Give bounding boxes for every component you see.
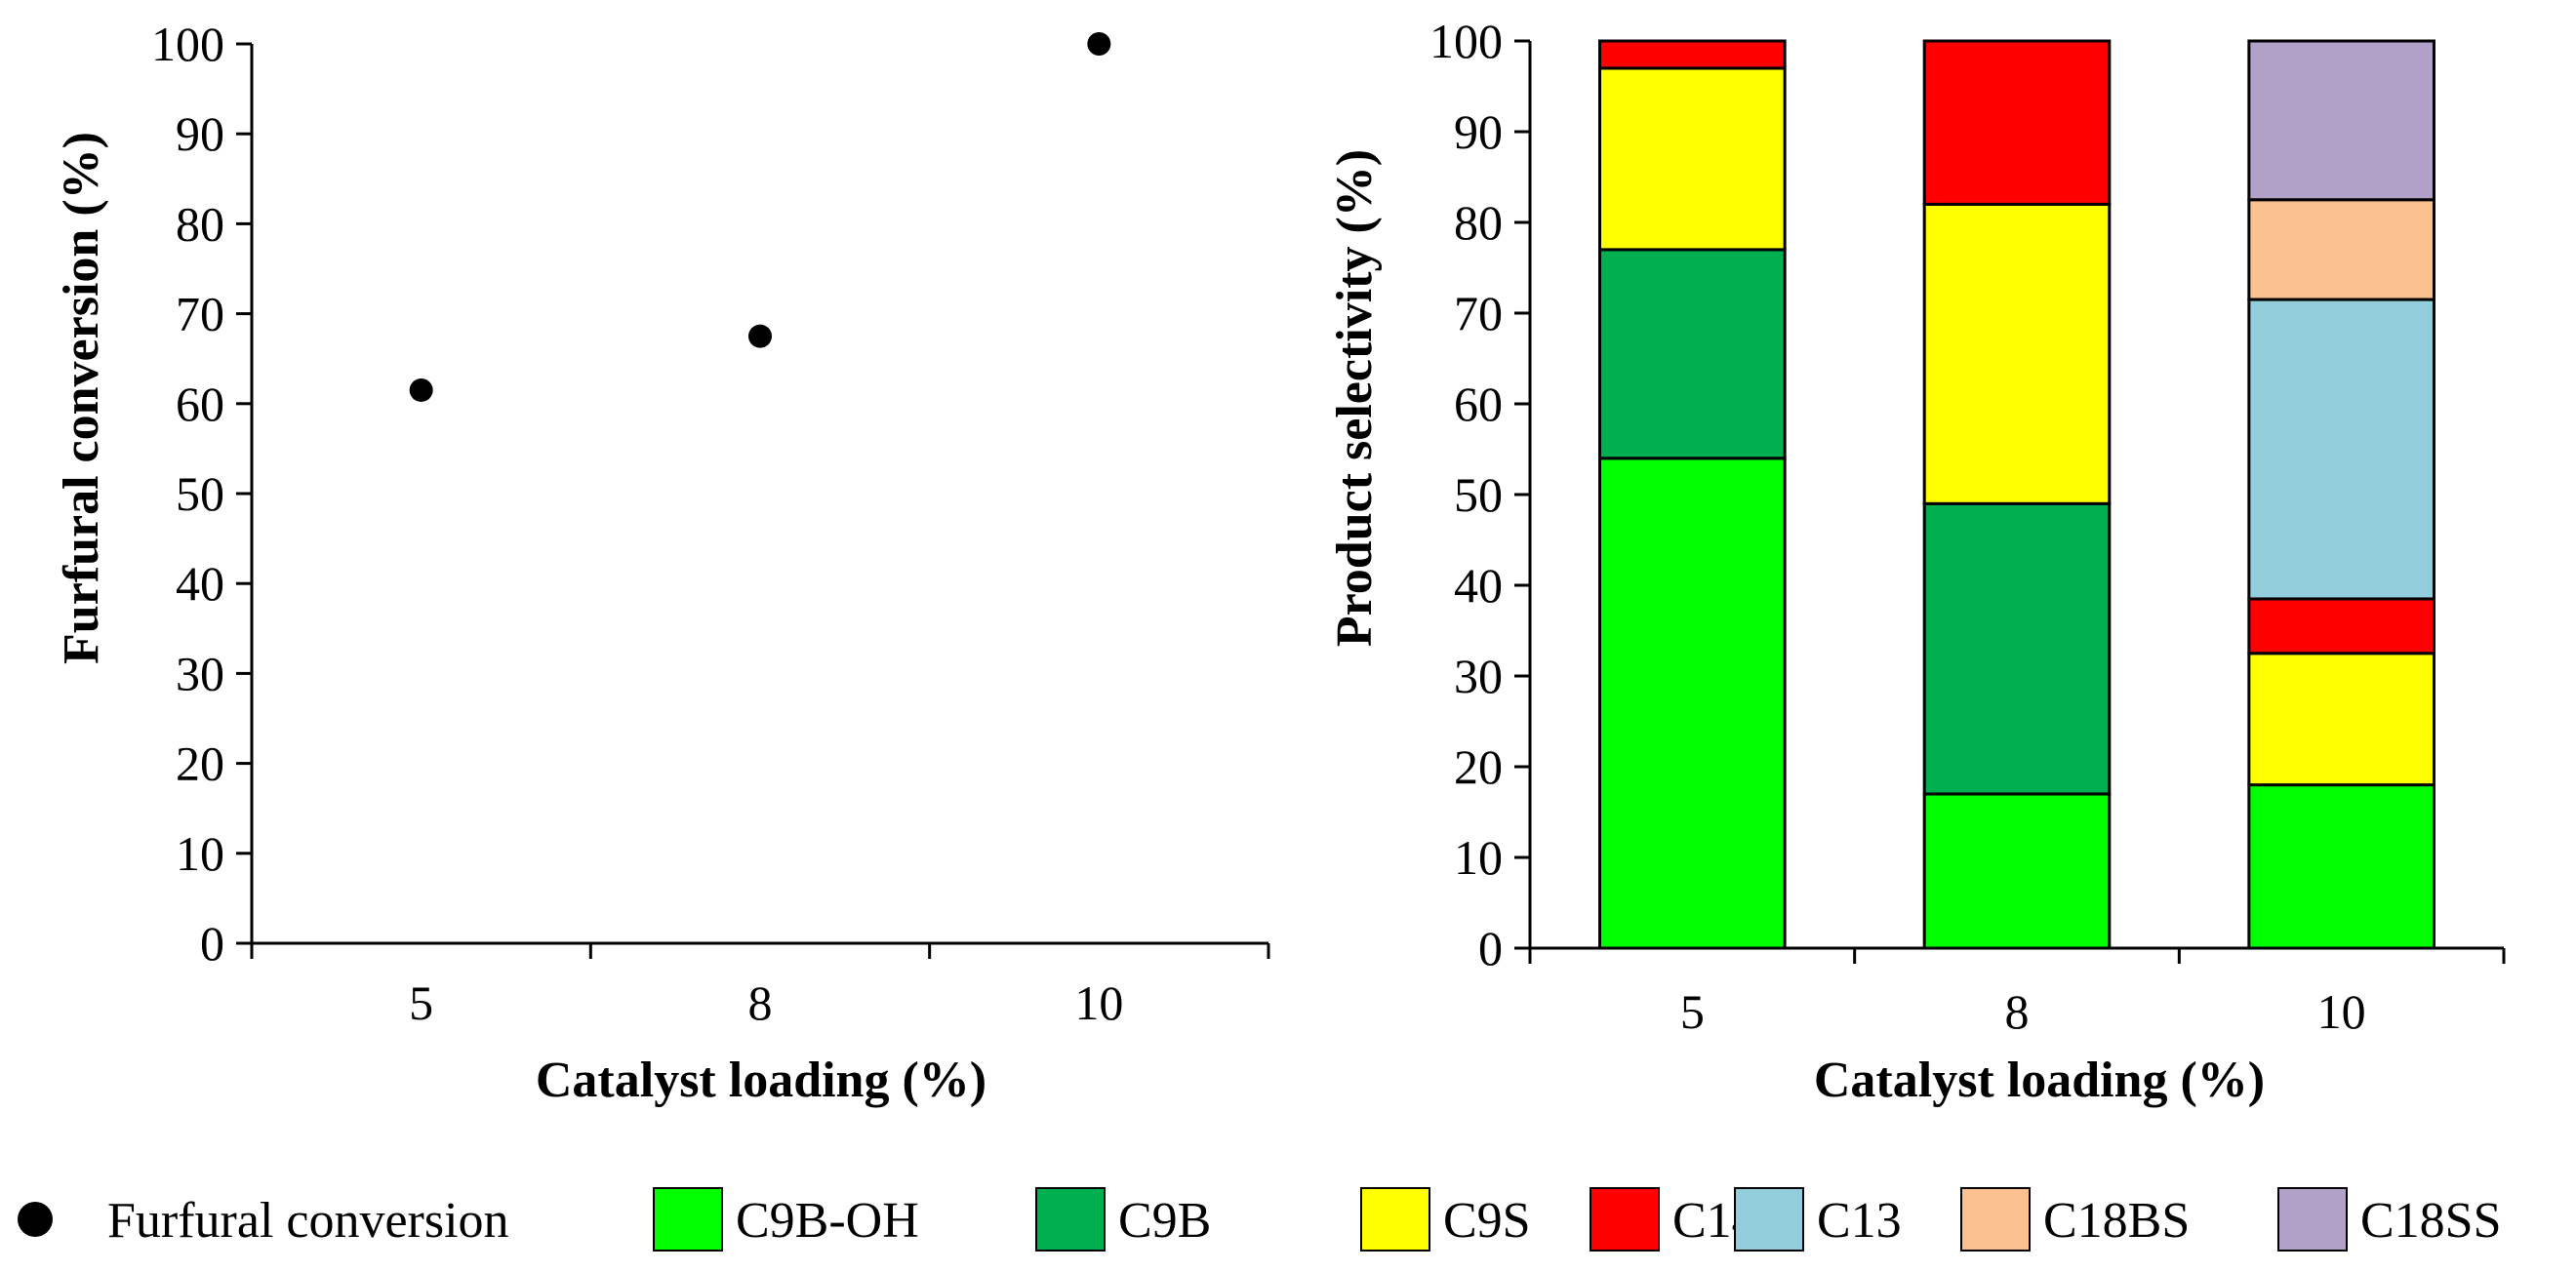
- right-x-tick-label: 5: [1680, 984, 1705, 1039]
- bar-segment-c9b-oh: [1922, 792, 2112, 950]
- legend-label: C9B: [1118, 1193, 1211, 1249]
- right-y-tick-label: 0: [1478, 921, 1503, 975]
- bar-segment-c18bs: [2247, 198, 2435, 301]
- left-y-tick-label: 100: [151, 17, 224, 71]
- right-y-tick-label: 30: [1454, 649, 1503, 703]
- right-y-tick-label: 40: [1454, 558, 1503, 613]
- right-y-tick-label: 50: [1454, 467, 1503, 522]
- bar-segment-c18ss: [2247, 39, 2435, 202]
- legend-label: C9B-OH: [736, 1193, 919, 1249]
- legend-swatch-c18ss: [2277, 1187, 2348, 1252]
- legend-label: C18SS: [2360, 1193, 2502, 1249]
- bar-segment-c9s: [1922, 202, 2112, 505]
- bar-segment-c13: [2247, 298, 2435, 601]
- legend: Furfural conversion C9B-OH C9B C9S C14 C13 C18…: [18, 1187, 2502, 1252]
- left-y-tick-label: 90: [176, 106, 224, 161]
- left-x-axis-title: Catalyst loading (%): [536, 1053, 986, 1108]
- left-y-tick-label: 60: [176, 377, 224, 431]
- left-x-tick-label: 10: [1074, 975, 1123, 1030]
- right-x-tick-label: 10: [2317, 984, 2366, 1039]
- left-y-axis-title: Furfural conversion (%): [54, 132, 109, 664]
- bar-segment-c9s: [1598, 66, 1787, 252]
- right-x-tick-label: 8: [2005, 984, 2030, 1039]
- legend-swatch-c13: [1734, 1187, 1804, 1252]
- bar-segment-c14: [1598, 39, 1787, 70]
- bar-segment-c14: [2247, 597, 2435, 656]
- legend-swatch-c9b: [1035, 1187, 1106, 1252]
- right-y-axis-title: Product selectivity (%): [1327, 149, 1383, 647]
- legend-marker: [18, 1202, 53, 1237]
- right-y-tick-label: 60: [1454, 377, 1503, 431]
- left-y-tick-label: 30: [176, 646, 224, 700]
- right-y-tick-label: 20: [1454, 739, 1503, 794]
- left-y-tick-label: 0: [200, 916, 224, 971]
- left-y-tick-label: 10: [176, 826, 224, 881]
- conversion-point: [748, 324, 772, 348]
- legend-swatch-c14: [1590, 1187, 1660, 1252]
- bar-segment-c9b: [1598, 248, 1787, 460]
- right-y-tick-label: 80: [1454, 195, 1503, 250]
- bar-segment-c14: [1922, 39, 2112, 206]
- left-y-tick-label: 80: [176, 196, 224, 251]
- right-y-tick-label: 100: [1429, 14, 1503, 68]
- conversion-point: [1087, 32, 1111, 56]
- bar-segment-c9b: [1922, 501, 2112, 796]
- left-y-tick-label: 50: [176, 466, 224, 521]
- conversion-point: [409, 378, 433, 402]
- left-y-tick-label: 70: [176, 287, 224, 341]
- bar-segment-c9s: [2247, 652, 2435, 787]
- legend-swatch-c9b-oh: [653, 1187, 723, 1252]
- right-y-tick-label: 70: [1454, 286, 1503, 340]
- legend-label: Furfural conversion: [107, 1193, 509, 1249]
- legend-label: C18BS: [2043, 1193, 2190, 1249]
- bar-segment-c9b-oh: [1598, 457, 1787, 950]
- legend-swatch-c18bs: [1960, 1187, 2031, 1252]
- left-x-tick-label: 5: [409, 975, 433, 1030]
- right-y-tick-label: 10: [1454, 830, 1503, 885]
- right-y-tick-label: 90: [1454, 104, 1503, 159]
- legend-label: C13: [1817, 1193, 1902, 1249]
- legend-swatch-c9s: [1360, 1187, 1430, 1252]
- conversion-chart: 0 10 20 30 40 50 60 70 80 90 100 5 8 10: [151, 17, 1270, 1030]
- right-x-axis-title: Catalyst loading (%): [1814, 1053, 2265, 1108]
- selectivity-chart: 0 10 20 30 40 50 60 70 80 90 100 5 8 10: [1429, 14, 2506, 1039]
- legend-label: C9S: [1443, 1193, 1531, 1249]
- left-y-tick-label: 20: [176, 736, 224, 791]
- left-x-tick-label: 8: [748, 975, 773, 1030]
- bar-segment-c9b-oh: [2247, 783, 2435, 950]
- left-y-tick-label: 40: [176, 556, 224, 611]
